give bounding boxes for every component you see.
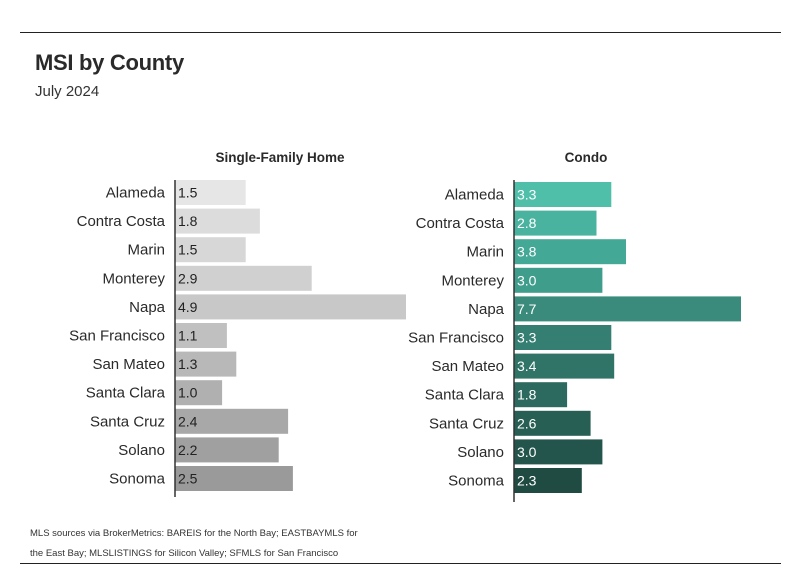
- value-label-condo-santa-cruz: 2.6: [517, 415, 537, 431]
- category-label-single-family-santa-cruz: Santa Cruz: [90, 413, 165, 430]
- bar-condo-sonoma: [514, 468, 582, 493]
- bar-condo-san-francisco: [514, 325, 612, 350]
- bar-condo-contra-costa: [514, 210, 597, 236]
- value-label-single-family-napa: 4.9: [178, 299, 198, 315]
- category-label-condo-napa: Napa: [468, 301, 505, 318]
- value-label-single-family-solano: 2.2: [178, 442, 198, 458]
- bar-condo-marin: [514, 239, 626, 265]
- bottom-rule: [20, 563, 781, 564]
- bar-single-family-marin: [175, 237, 246, 263]
- category-label-condo-solano: Solano: [457, 444, 504, 461]
- value-label-single-family-alameda: 1.5: [178, 185, 198, 201]
- bar-condo-santa-clara: [514, 382, 568, 408]
- category-label-condo-santa-clara: Santa Clara: [425, 387, 505, 404]
- category-label-condo-sonoma: Sonoma: [448, 473, 505, 490]
- chart-subtitle: July 2024: [35, 83, 100, 100]
- value-label-single-family-santa-cruz: 2.4: [178, 413, 198, 429]
- bar-condo-santa-cruz: [514, 410, 591, 436]
- source-note: MLS sources via BrokerMetrics: BAREIS fo…: [30, 528, 358, 559]
- category-label-condo-monterey: Monterey: [441, 272, 504, 289]
- value-label-single-family-marin: 1.5: [178, 242, 198, 258]
- category-label-single-family-sonoma: Sonoma: [109, 471, 166, 488]
- value-label-condo-napa: 7.7: [517, 301, 537, 317]
- bar-single-family-santa-clara: [175, 380, 223, 406]
- bar-single-family-santa-cruz: [175, 408, 289, 434]
- value-label-condo-marin: 3.8: [517, 244, 537, 260]
- category-label-single-family-marin: Marin: [127, 242, 165, 259]
- bar-single-family-san-francisco: [175, 323, 227, 348]
- value-label-condo-san-mateo: 3.4: [517, 358, 537, 374]
- value-label-single-family-contra-costa: 1.8: [178, 213, 198, 229]
- category-label-condo-san-mateo: San Mateo: [431, 358, 504, 375]
- bar-single-family-monterey: [175, 265, 312, 291]
- top-rule: [20, 32, 781, 33]
- bar-single-family-solano: [175, 437, 279, 463]
- bar-single-family-contra-costa: [175, 208, 260, 234]
- bar-condo-napa: [514, 296, 741, 322]
- value-label-condo-san-francisco: 3.3: [517, 330, 537, 346]
- category-label-condo-contra-costa: Contra Costa: [416, 215, 505, 232]
- chart-title: MSI by County: [35, 50, 184, 75]
- value-label-single-family-san-mateo: 1.3: [178, 356, 198, 372]
- value-label-condo-sonoma: 2.3: [517, 473, 537, 489]
- value-label-single-family-sonoma: 2.5: [178, 471, 198, 487]
- value-label-condo-solano: 3.0: [517, 444, 537, 460]
- category-label-condo-santa-cruz: Santa Cruz: [429, 415, 504, 432]
- value-label-condo-monterey: 3.0: [517, 272, 537, 288]
- value-label-condo-alameda: 3.3: [517, 187, 537, 203]
- value-label-single-family-monterey: 2.9: [178, 270, 198, 286]
- panel-title-single-family: Single-Family Home: [215, 150, 345, 165]
- value-label-single-family-san-francisco: 1.1: [178, 328, 198, 344]
- value-label-single-family-santa-clara: 1.0: [178, 385, 198, 401]
- bar-single-family-alameda: [175, 180, 246, 205]
- category-label-condo-marin: Marin: [466, 244, 504, 261]
- category-label-single-family-napa: Napa: [129, 299, 166, 316]
- bar-condo-san-mateo: [514, 353, 615, 379]
- bar-condo-monterey: [514, 267, 603, 293]
- value-label-condo-santa-clara: 1.8: [517, 387, 537, 403]
- bar-single-family-san-mateo: [175, 351, 237, 377]
- category-label-condo-alameda: Alameda: [445, 187, 505, 204]
- category-label-single-family-monterey: Monterey: [102, 270, 165, 287]
- panel-title-condo: Condo: [564, 150, 608, 165]
- bar-single-family-sonoma: [175, 466, 293, 491]
- bar-condo-alameda: [514, 182, 612, 207]
- category-label-single-family-solano: Solano: [118, 442, 165, 459]
- category-label-single-family-san-francisco: San Francisco: [69, 328, 165, 345]
- value-label-condo-contra-costa: 2.8: [517, 215, 537, 231]
- category-label-condo-san-francisco: San Francisco: [408, 330, 504, 347]
- category-label-single-family-san-mateo: San Mateo: [92, 356, 165, 373]
- category-label-single-family-alameda: Alameda: [106, 185, 166, 202]
- category-label-single-family-contra-costa: Contra Costa: [77, 213, 166, 230]
- bar-condo-solano: [514, 439, 603, 465]
- category-label-single-family-santa-clara: Santa Clara: [86, 385, 166, 402]
- bar-single-family-napa: [175, 294, 406, 320]
